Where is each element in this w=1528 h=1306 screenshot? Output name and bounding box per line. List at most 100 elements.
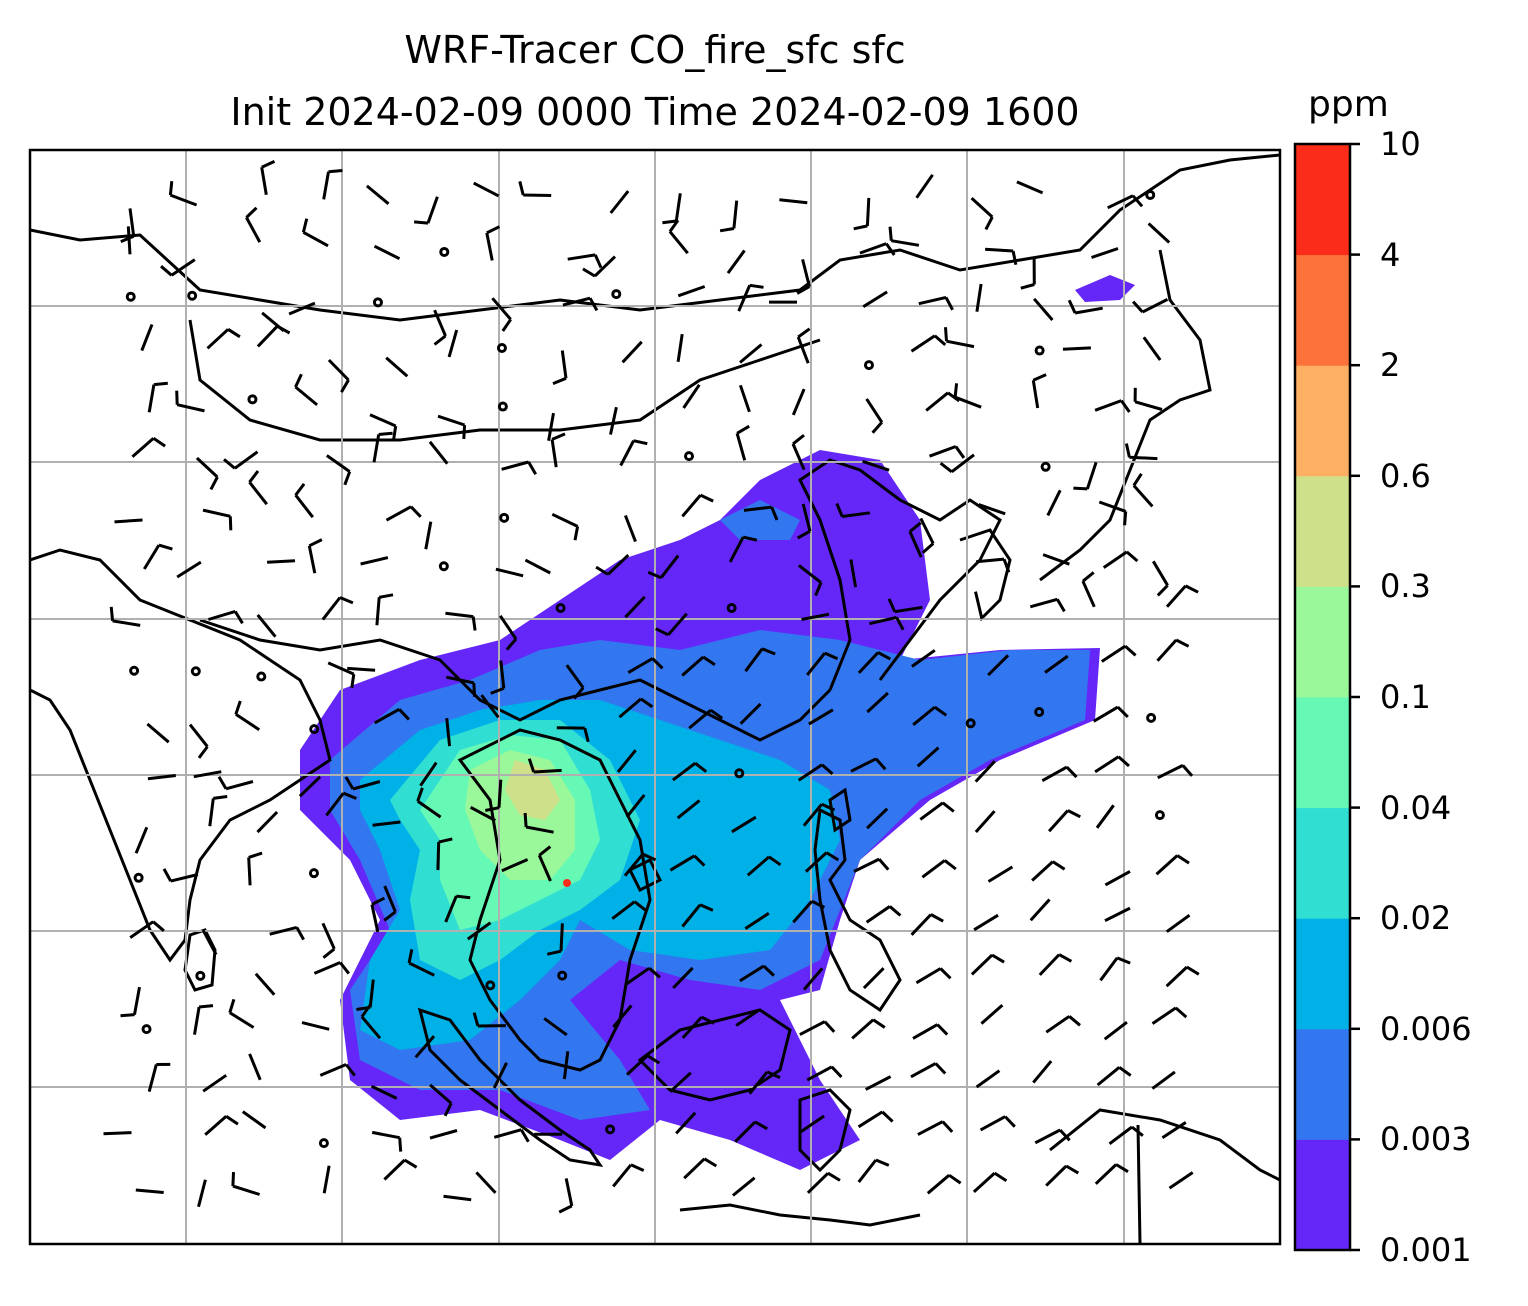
wind-barb [865,905,902,924]
wind-barb [735,424,750,461]
wind-barb [254,972,276,996]
wind-barb [1029,597,1066,613]
wind-barb [444,894,471,923]
wind-barb [146,722,170,744]
colorbar-tick-label: 2 [1380,346,1401,385]
wind-barb [546,923,564,956]
wind-barb [313,961,350,975]
wind-barb [734,1120,768,1143]
wind-barb [558,1178,574,1214]
wind-barb [473,181,500,198]
wind-barb [1156,638,1190,662]
wind-barb [445,611,477,631]
wind-barb [147,381,168,413]
wind-barb [485,225,501,261]
wind-barb [551,512,580,541]
wind-barb [791,388,806,416]
wind-barb [800,1114,825,1133]
plume-level-10 [563,879,571,887]
wind-barb [322,1165,331,1194]
wind-barb [344,776,381,791]
wind-barb [973,913,999,932]
calm-wind-marker [605,1124,616,1135]
wind-barb [322,169,343,200]
wind-barb [140,323,154,352]
wind-barb [365,184,390,205]
wind-barb [437,414,467,439]
wind-barb [370,896,386,933]
wind-barb [1092,705,1129,723]
wind-barb [1099,956,1131,982]
wind-barb [109,606,141,627]
wind-barb [202,1074,228,1093]
wind-barb [688,708,724,730]
wind-barb [857,1110,894,1129]
wind-barb [974,591,984,620]
wind-barb [748,1070,781,1095]
calm-wind-marker [1154,810,1165,821]
wind-barb [372,431,393,463]
wind-barb [853,857,890,873]
wind-barb [910,334,947,353]
wind-barb [857,1158,890,1184]
wind-barb [616,749,637,773]
wind-barb [484,779,503,812]
wind-barb [493,1128,530,1143]
wind-barb [887,598,923,614]
wind-barb [1062,346,1091,351]
wind-barb [625,966,661,986]
wind-barb [850,757,887,773]
wind-barb [129,920,165,939]
wind-barb [325,454,352,486]
wind-barb [197,1179,207,1208]
wind-barb [1147,222,1171,244]
wind-barb [360,1004,382,1040]
wind-barb [407,949,435,977]
colorbar [1293,142,1360,1252]
wind-barb [429,1083,453,1117]
wind-barb [731,1176,756,1197]
wind-barb [562,1051,570,1080]
wind-barb [562,296,599,312]
wind-barb [647,554,680,580]
coast-borneo [637,1008,792,1102]
wind-barb [294,373,319,407]
wind-barb [307,538,323,574]
wind-barb [501,858,529,873]
colorbar-tick-label: 4 [1380,235,1401,274]
wind-barb [1032,297,1054,321]
calm-wind-marker [965,718,976,729]
wind-barb [866,807,889,830]
wind-barb [862,290,888,308]
wind-barb [808,708,834,726]
wind-barb [223,450,259,470]
wind-barb [1032,1060,1053,1084]
wind-barb [1046,489,1062,517]
wind-barb [248,470,268,506]
wind-barb [319,1063,356,1077]
wind-barb [582,255,617,278]
wind-barb [796,259,811,295]
wind-barb [490,660,506,695]
wind-barb [523,812,554,834]
wind-barb [1016,180,1044,195]
wind-barb [501,460,537,475]
calm-wind-marker [497,401,508,412]
wind-barb [975,283,983,312]
wind-barb [1096,1066,1132,1087]
wind-barb [114,518,143,524]
wind-barb [372,820,401,827]
wind-barb [288,301,316,316]
plume-patch-east [720,500,800,540]
calm-wind-marker [247,394,258,405]
calm-wind-marker [308,868,319,879]
calm-wind-marker [1145,189,1156,200]
coast-newguinea [1049,1108,1280,1182]
wind-barb [681,1015,715,1039]
colorbar-tick-label: 0.02 [1380,899,1452,938]
wind-barb [669,854,706,872]
wind-barb [655,612,688,637]
wind-barb [565,664,585,700]
wind-barb [1042,553,1070,566]
wind-barb [131,437,166,458]
